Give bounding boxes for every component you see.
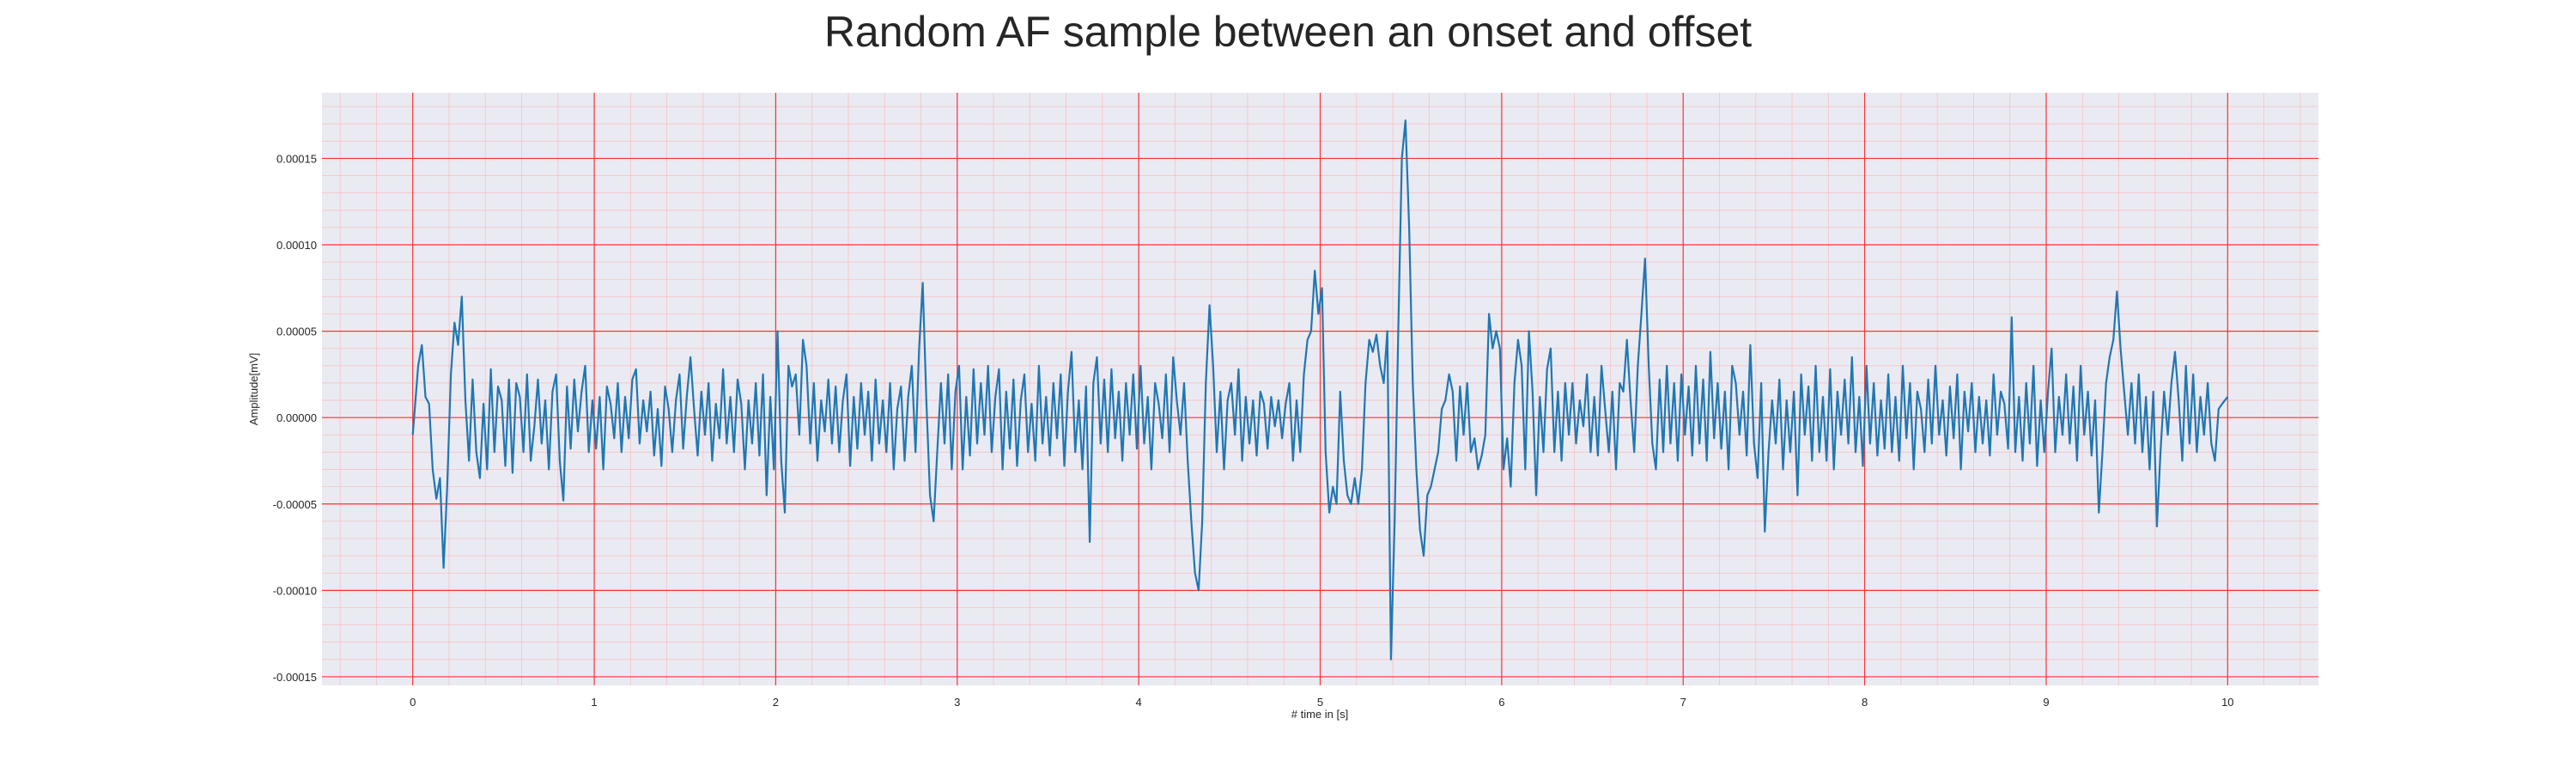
y-tick-label: 0.00015	[276, 152, 317, 165]
x-axis-label: # time in [s]	[1291, 708, 1348, 721]
x-tick-label: 7	[1680, 696, 1686, 709]
x-tick-label: 2	[773, 696, 779, 709]
chart-title: Random AF sample between an onset and of…	[823, 8, 1753, 56]
x-tick-label: 6	[1498, 696, 1504, 709]
x-tick-label: 1	[591, 696, 597, 709]
y-tick-label: 0.00010	[276, 239, 317, 252]
y-tick-label: 0.00005	[276, 326, 317, 338]
major-grid	[322, 93, 2318, 685]
y-axis-label: Amplitude[mV]	[247, 353, 260, 426]
y-tick-label: -0.00005	[273, 498, 317, 511]
x-tick-label: 8	[1862, 696, 1868, 709]
y-tick-label: -0.00015	[273, 671, 317, 684]
series-line	[411, 119, 2229, 660]
y-tick-label: 0.00000	[276, 411, 317, 424]
x-tick-label: 0	[410, 696, 416, 709]
x-tick-label: 10	[2221, 696, 2233, 709]
x-tick-label: 3	[954, 696, 960, 709]
y-tick-label: -0.00010	[273, 584, 317, 597]
x-tick-label: 4	[1136, 696, 1142, 709]
x-axis: 0 1 2 3 4 5 6 7 8 9 10	[410, 696, 2233, 709]
x-tick-label: 5	[1317, 696, 1323, 709]
y-axis: -0.00015 -0.00010 -0.00005 0.00000 0.00005 0.…	[273, 152, 317, 683]
x-tick-label: 9	[2043, 696, 2049, 709]
